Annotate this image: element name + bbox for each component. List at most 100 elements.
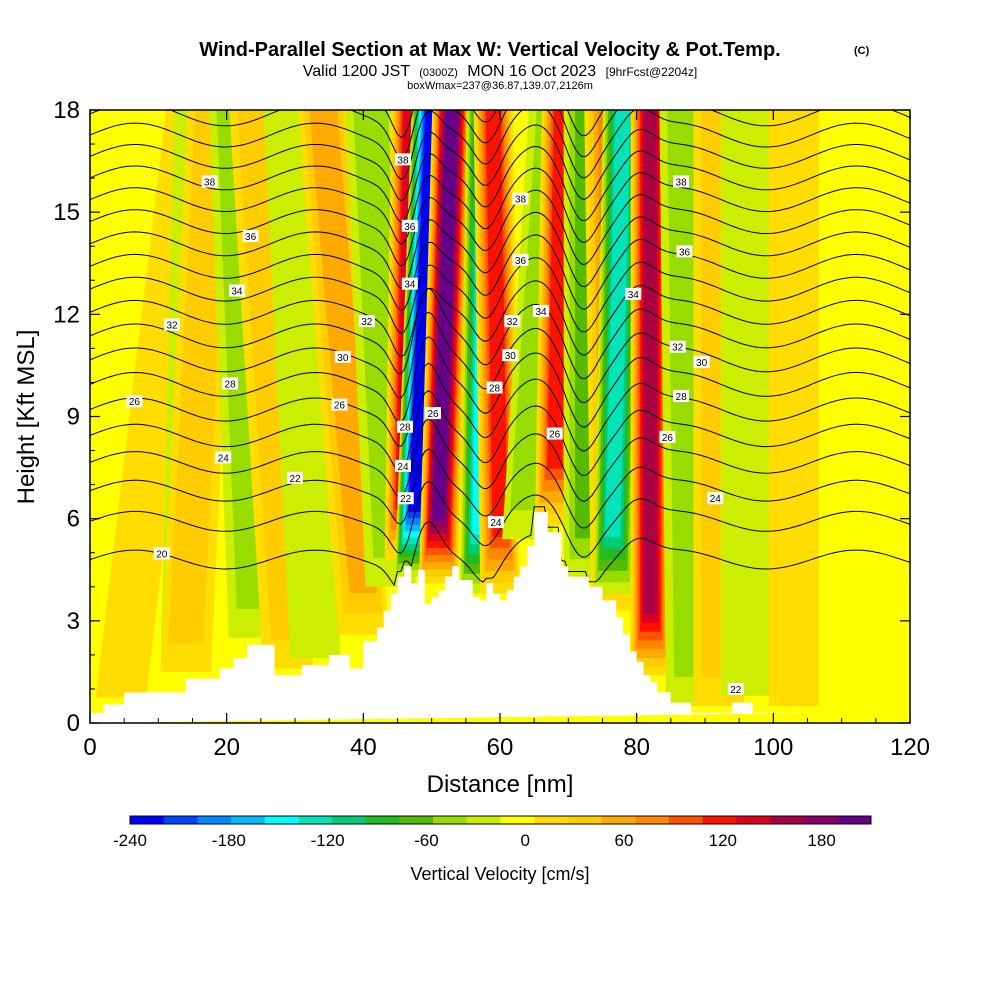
colorbar-swatch [466,816,501,824]
x-tick-label: 120 [890,734,930,761]
contour-label: 24 [710,494,722,505]
contour-label-box [487,516,504,529]
colorbar-tick-label: 0 [520,831,529,850]
contour-label-box [358,315,375,328]
contour-label-box [394,459,411,472]
colorbar-swatch [264,816,299,824]
theta-contour-line [90,145,910,223]
contour-label-box [669,340,686,353]
chart-title: Wind-Parallel Section at Max W: Vertical… [199,39,780,61]
velocity-band [605,110,631,537]
contour-label-box [673,175,690,188]
contour-label-box [502,349,519,362]
contour-label: 34 [404,280,416,291]
contour-label-box [397,492,414,505]
theta-contour-line [90,311,910,403]
contour-label-box [727,682,744,695]
contour-label: 28 [489,384,501,395]
velocity-shading [95,110,819,706]
contour-label-box [504,315,521,328]
contour-label: 26 [334,401,346,412]
theta-contours [90,110,910,587]
theta-contour-line [90,167,910,245]
velocity-band [768,110,819,706]
contour-label: 30 [505,351,517,362]
y-tick-label: 0 [67,710,80,737]
contour-label-box [153,547,170,560]
colorbar-swatch [635,816,670,824]
contour-label-box [222,377,239,390]
velocity-band [271,110,333,630]
colorbar-tick-label: -60 [414,831,439,850]
contour-label-box [394,153,411,166]
valid-date: MON 16 Oct 2023 [467,63,596,80]
velocity-band [643,110,657,615]
x-axis: 0 20 40 60 80 100 120 [83,110,930,761]
contour-label: 32 [672,343,684,354]
forecast-info: [9hrFcst@2204z] [606,65,698,79]
y-tick-label: 6 [67,506,80,533]
contour-label: 36 [515,256,527,267]
contour-label-box [401,219,418,232]
box-wmax-info: boxWmax=237@36.87,139.07,2126m [407,80,593,92]
contour-label: 24 [218,453,230,464]
colorbar-swatch [803,816,838,824]
contour-label: 36 [679,247,691,258]
velocity-band [547,110,569,469]
colorbar-tick-label: 120 [709,831,737,850]
colorbar-swatch [231,816,266,824]
x-tick-label: 40 [350,734,377,761]
theta-contour-line [90,234,910,312]
colorbar-swatch [433,816,468,824]
colorbar-swatch [298,816,333,824]
contour-label: 32 [507,317,519,328]
colorbar-swatch [197,816,232,824]
contour-label: 26 [129,397,141,408]
theta-contour-line [90,110,910,181]
contour-label: 22 [289,474,301,485]
contour-label: 28 [399,423,411,434]
utc-time: (0300Z) [419,67,458,79]
contour-label-box [659,430,676,443]
colorbar-tick-label: -240 [113,831,147,850]
x-tick-label: 80 [623,734,650,761]
colorbar-swatch [769,816,804,824]
colorbar-swatch [163,816,198,824]
colorbar-swatch [668,816,703,824]
contour-label: 34 [628,290,640,301]
contour-label: 38 [397,155,409,166]
contour-label: 38 [515,195,527,206]
contour-label: 32 [361,317,373,328]
contour-label-box [215,451,232,464]
theta-contour-line [90,362,910,452]
y-tick-label: 12 [53,301,80,328]
contour-label: 26 [662,433,674,444]
colorbar-tick-label: 60 [615,831,634,850]
contour-label: 26 [549,430,561,441]
contour-label-box [486,381,503,394]
theta-contour-line [90,448,910,529]
x-tick-label: 0 [83,734,96,761]
colorbar-swatch [130,816,164,824]
colorbar-tick-label: -120 [311,831,345,850]
contour-label: 22 [730,685,742,696]
colorbar: -240 -180 -120 -60 0 60 120 180 [113,815,872,850]
contour-label-box [512,253,529,266]
contour-label-box [164,318,180,331]
contour-label-box [546,427,563,440]
velocity-band [720,110,772,696]
contour-label-box [512,192,529,205]
contour-label: 36 [404,222,416,233]
colorbar-swatch [534,816,569,824]
contour-label: 38 [676,178,688,189]
contour-label: 28 [676,392,688,403]
colorbar-swatch [567,816,602,824]
colorbar-swatch [365,816,400,824]
contour-label-box [693,356,710,369]
contour-label: 24 [490,518,502,529]
terrain-profile [90,511,822,723]
contour-label-box [334,350,351,363]
colorbar-swatch [601,816,636,824]
copyright-mark: (C) [854,45,870,57]
